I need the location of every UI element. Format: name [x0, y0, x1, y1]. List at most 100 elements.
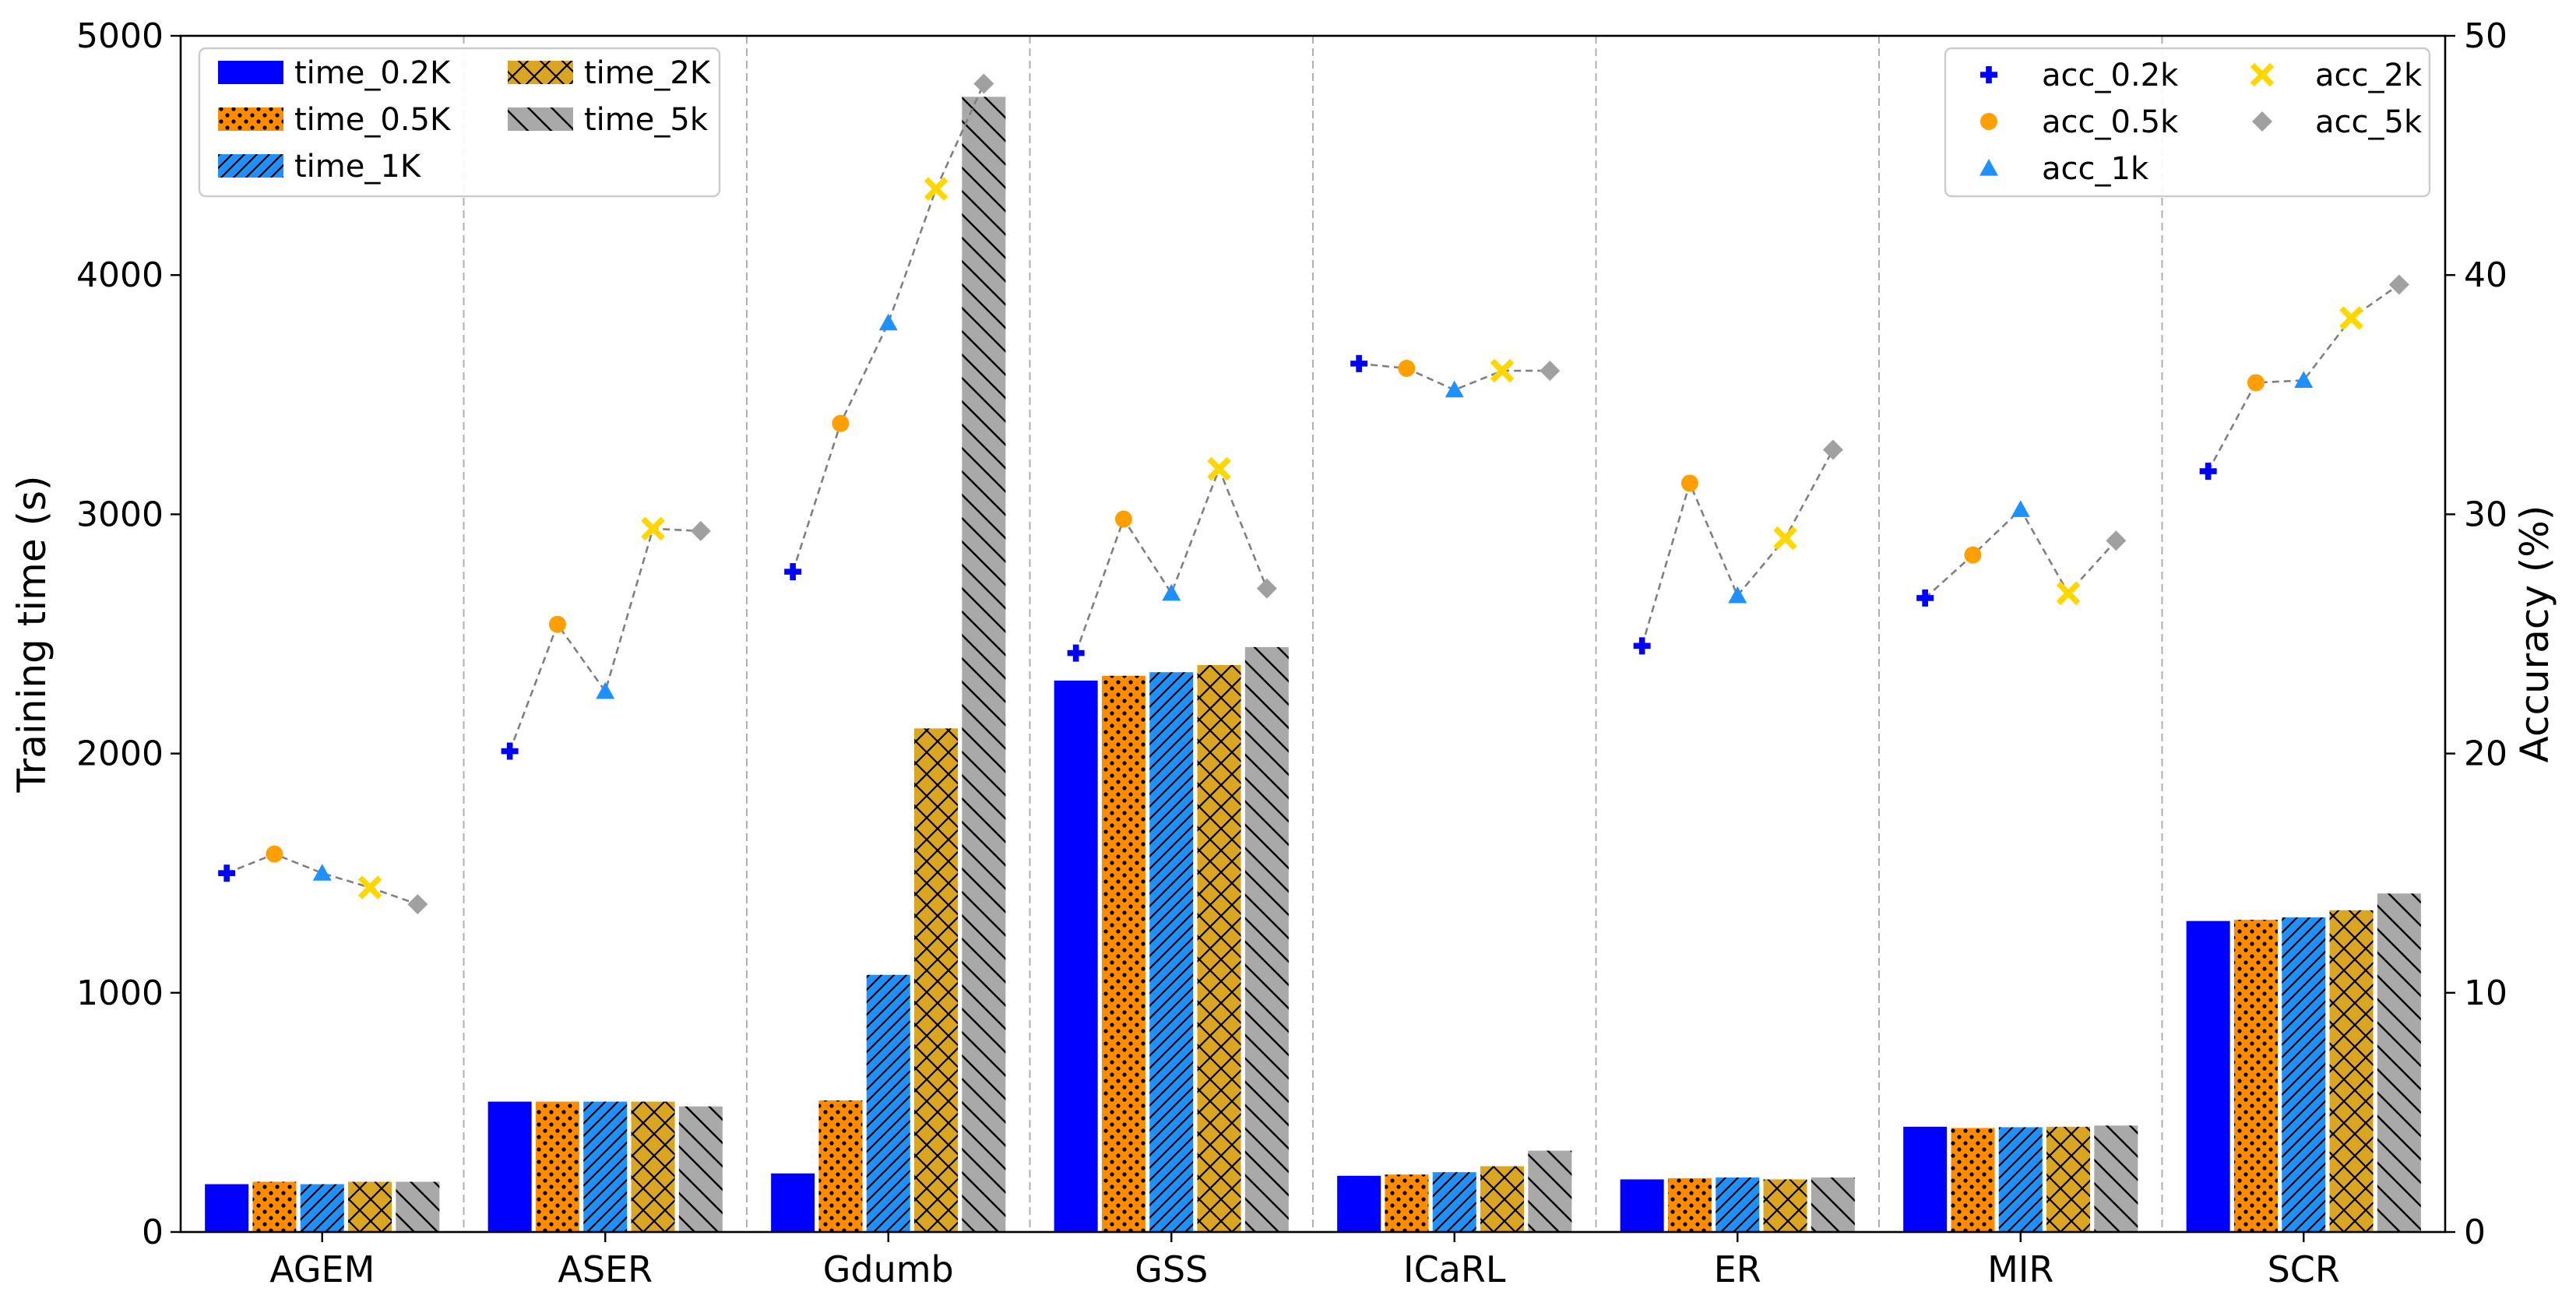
marker-acc_0.5k-scr [2247, 374, 2265, 392]
bar-time_1K-er [1716, 1177, 1760, 1232]
marker-acc_1k-scr [2294, 371, 2314, 388]
marker-acc_5k-gdumb [973, 73, 994, 94]
x-tick-label: ASER [558, 1248, 653, 1290]
bar-time_0.2K-aser [487, 1101, 532, 1232]
marker-acc_0.5k-mir [1964, 546, 1982, 564]
marker-acc_5k-scr [2388, 274, 2409, 295]
bar-time_0.5K-gss [1101, 675, 1145, 1232]
marker-acc_2k-er [1773, 526, 1797, 551]
accuracy-connector-er [1641, 449, 1834, 646]
legend-marker-acc_5k [2252, 111, 2272, 132]
bar-time_1K-scr [2282, 917, 2326, 1232]
bar-time_1K-mir [1998, 1127, 2043, 1232]
marker-acc_0.2k-icarl [1350, 354, 1368, 372]
bar-time_0.2K-gdumb [771, 1173, 815, 1232]
marker-acc_0.2k-agem [218, 864, 236, 882]
legend-marker-acc_0.5k [1980, 113, 1997, 130]
accuracy-connector-gdumb [791, 83, 985, 572]
y2-tick-label: 10 [2464, 973, 2507, 1013]
marker-acc_1k-aser [596, 681, 615, 699]
bar-time_2K-icarl [1480, 1166, 1525, 1232]
legend-label-acc_5k: acc_5k [2315, 104, 2423, 140]
y-tick-label: 3000 [76, 495, 164, 534]
legend-label-acc_2k: acc_2k [2315, 58, 2423, 93]
legend-marker-acc_0.2k [1980, 66, 1997, 83]
marker-acc_1k-agem [312, 864, 332, 881]
bar-time_0.5K-scr [2233, 920, 2278, 1232]
legend-label-time_2K: time_2K [584, 55, 712, 91]
bar-time_0.2K-mir [1903, 1126, 1948, 1232]
y2-tick-label: 40 [2464, 255, 2507, 295]
legend-label-acc_1k: acc_1k [2042, 151, 2149, 187]
marker-acc_5k-gss [1256, 578, 1277, 599]
bar-time_1K-agem [300, 1184, 344, 1232]
bar-time_0.5K-er [1667, 1178, 1712, 1232]
bar-time_2K-agem [348, 1181, 392, 1232]
bar-time_1K-aser [583, 1101, 628, 1232]
marker-acc_2k-gdumb [924, 177, 948, 201]
bar-time_0.5K-agem [252, 1181, 297, 1232]
bar-time_0.5K-icarl [1385, 1174, 1429, 1232]
bar-time_5k-aser [678, 1106, 723, 1232]
accuracy-connector-agem [226, 853, 418, 906]
marker-acc_0.2k-gdumb [784, 563, 802, 581]
y-axis-label: Training time (s) [9, 475, 55, 793]
bar-time_0.2K-gss [1054, 680, 1098, 1232]
bar-time_5k-scr [2377, 893, 2421, 1232]
legend-time-box [198, 47, 721, 198]
bar-time_0.5K-mir [1951, 1128, 1995, 1232]
legend-swatch-time_2K [508, 61, 573, 84]
marker-acc_0.2k-er [1633, 637, 1651, 655]
bar-time_0.2K-agem [205, 1184, 249, 1232]
bar-time_1K-icarl [1432, 1172, 1476, 1232]
bar-time_5k-icarl [1528, 1150, 1572, 1232]
y-tick-label: 2000 [76, 734, 164, 774]
marker-acc_5k-er [1822, 439, 1843, 460]
marker-acc_5k-mir [2106, 530, 2127, 551]
accuracy-connector-mir [1924, 508, 2117, 599]
y-tick-label: 1000 [76, 973, 164, 1013]
legend-accuracy-box [1944, 47, 2431, 198]
legend-swatch-time_5k [508, 107, 573, 131]
legend-label-time_1K: time_1K [294, 149, 422, 185]
x-tick-label: GSS [1135, 1248, 1208, 1290]
bar-time_2K-gss [1197, 664, 1241, 1232]
bar-time_0.5K-aser [535, 1101, 579, 1232]
marker-acc_1k-mir [2011, 500, 2030, 517]
bar-time_2K-aser [631, 1101, 675, 1232]
accuracy-connector-scr [2207, 283, 2400, 472]
plot-frame [179, 34, 2447, 1234]
bar-time_0.5K-gdumb [818, 1100, 863, 1232]
y-tick-label: 5000 [76, 16, 164, 56]
marker-acc_0.2k-mir [1916, 589, 1934, 607]
bar-time_0.2K-er [1620, 1179, 1664, 1232]
x-tick-label: AGEM [269, 1248, 375, 1290]
marker-acc_0.5k-gdumb [832, 414, 850, 432]
marker-acc_2k-scr [2339, 306, 2363, 330]
marker-acc_0.2k-aser [501, 742, 519, 760]
marker-acc_2k-agem [357, 875, 382, 899]
bar-time_5k-mir [2094, 1125, 2138, 1232]
legend-label-acc_0.5k: acc_0.5k [2042, 104, 2179, 140]
legend-label-time_5k: time_5k [584, 102, 709, 138]
bar-time_1K-gss [1149, 672, 1194, 1232]
bar-time_2K-scr [2329, 910, 2374, 1232]
bar-time_5k-gss [1244, 646, 1289, 1232]
y2-tick-label: 30 [2464, 495, 2507, 534]
x-tick-label: Gdumb [823, 1248, 954, 1290]
x-tick-label: SCR [2268, 1248, 2340, 1290]
marker-acc_1k-icarl [1445, 380, 1464, 398]
legend-marker-acc_2k [2250, 62, 2275, 87]
marker-acc_5k-agem [407, 894, 428, 915]
y2-tick-label: 0 [2464, 1213, 2486, 1252]
y2-tick-label: 20 [2464, 734, 2507, 774]
marker-acc_1k-er [1728, 586, 1747, 604]
bar-time_0.2K-icarl [1337, 1175, 1381, 1232]
marker-acc_0.2k-scr [2199, 463, 2217, 481]
y-tick-label: 4000 [76, 255, 164, 295]
marker-acc_2k-icarl [1490, 358, 1515, 383]
marker-acc_2k-gss [1207, 456, 1231, 481]
bar-time_0.2K-scr [2186, 921, 2230, 1232]
y-tick-label: 0 [142, 1213, 164, 1252]
